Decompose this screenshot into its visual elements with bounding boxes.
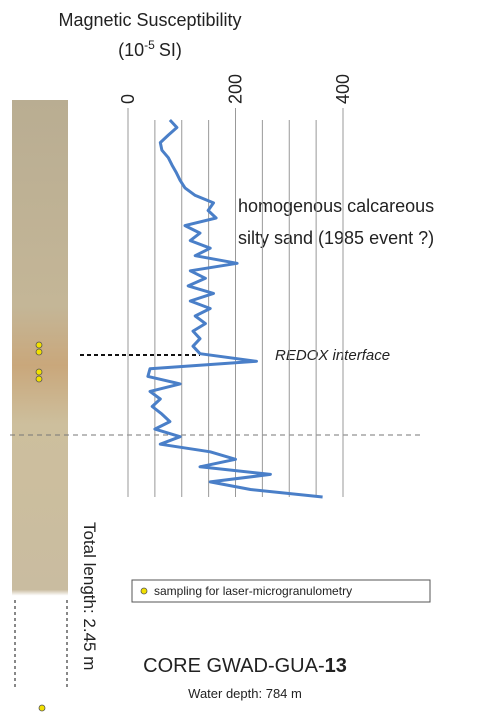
water-depth: Water depth: 784 m xyxy=(188,686,302,701)
data-line xyxy=(146,118,323,499)
annotation: REDOX interface xyxy=(275,347,390,364)
core-number: 13 xyxy=(325,655,347,677)
legend-box xyxy=(131,579,431,603)
x-tick-label: 400 xyxy=(333,74,353,104)
core-photo xyxy=(12,100,68,690)
core-title: CORE GWAD-GUA-13 xyxy=(143,655,347,677)
chart-title: Magnetic Susceptibility xyxy=(58,10,241,30)
unit-label: (10-5 SI) xyxy=(118,38,182,60)
annotation: homogenous calcareous xyxy=(238,196,434,216)
unit-suffix: SI) xyxy=(159,40,182,60)
legend-text: sampling for laser-microgranulometry xyxy=(154,584,352,598)
unit-prefix: (10 xyxy=(118,40,144,60)
sample-dots xyxy=(35,341,46,712)
x-tick-label: 200 xyxy=(226,74,246,104)
x-tick-label: 0 xyxy=(118,94,138,104)
core-name: CORE GWAD-GUA- xyxy=(143,655,324,677)
annotation: silty sand (1985 event ?) xyxy=(238,228,434,248)
unit-exponent: -5 xyxy=(144,38,155,52)
annotation: Total length: 2.45 m xyxy=(80,522,99,670)
plot: 0 200 400 xyxy=(118,74,353,499)
legend-marker xyxy=(140,587,148,595)
